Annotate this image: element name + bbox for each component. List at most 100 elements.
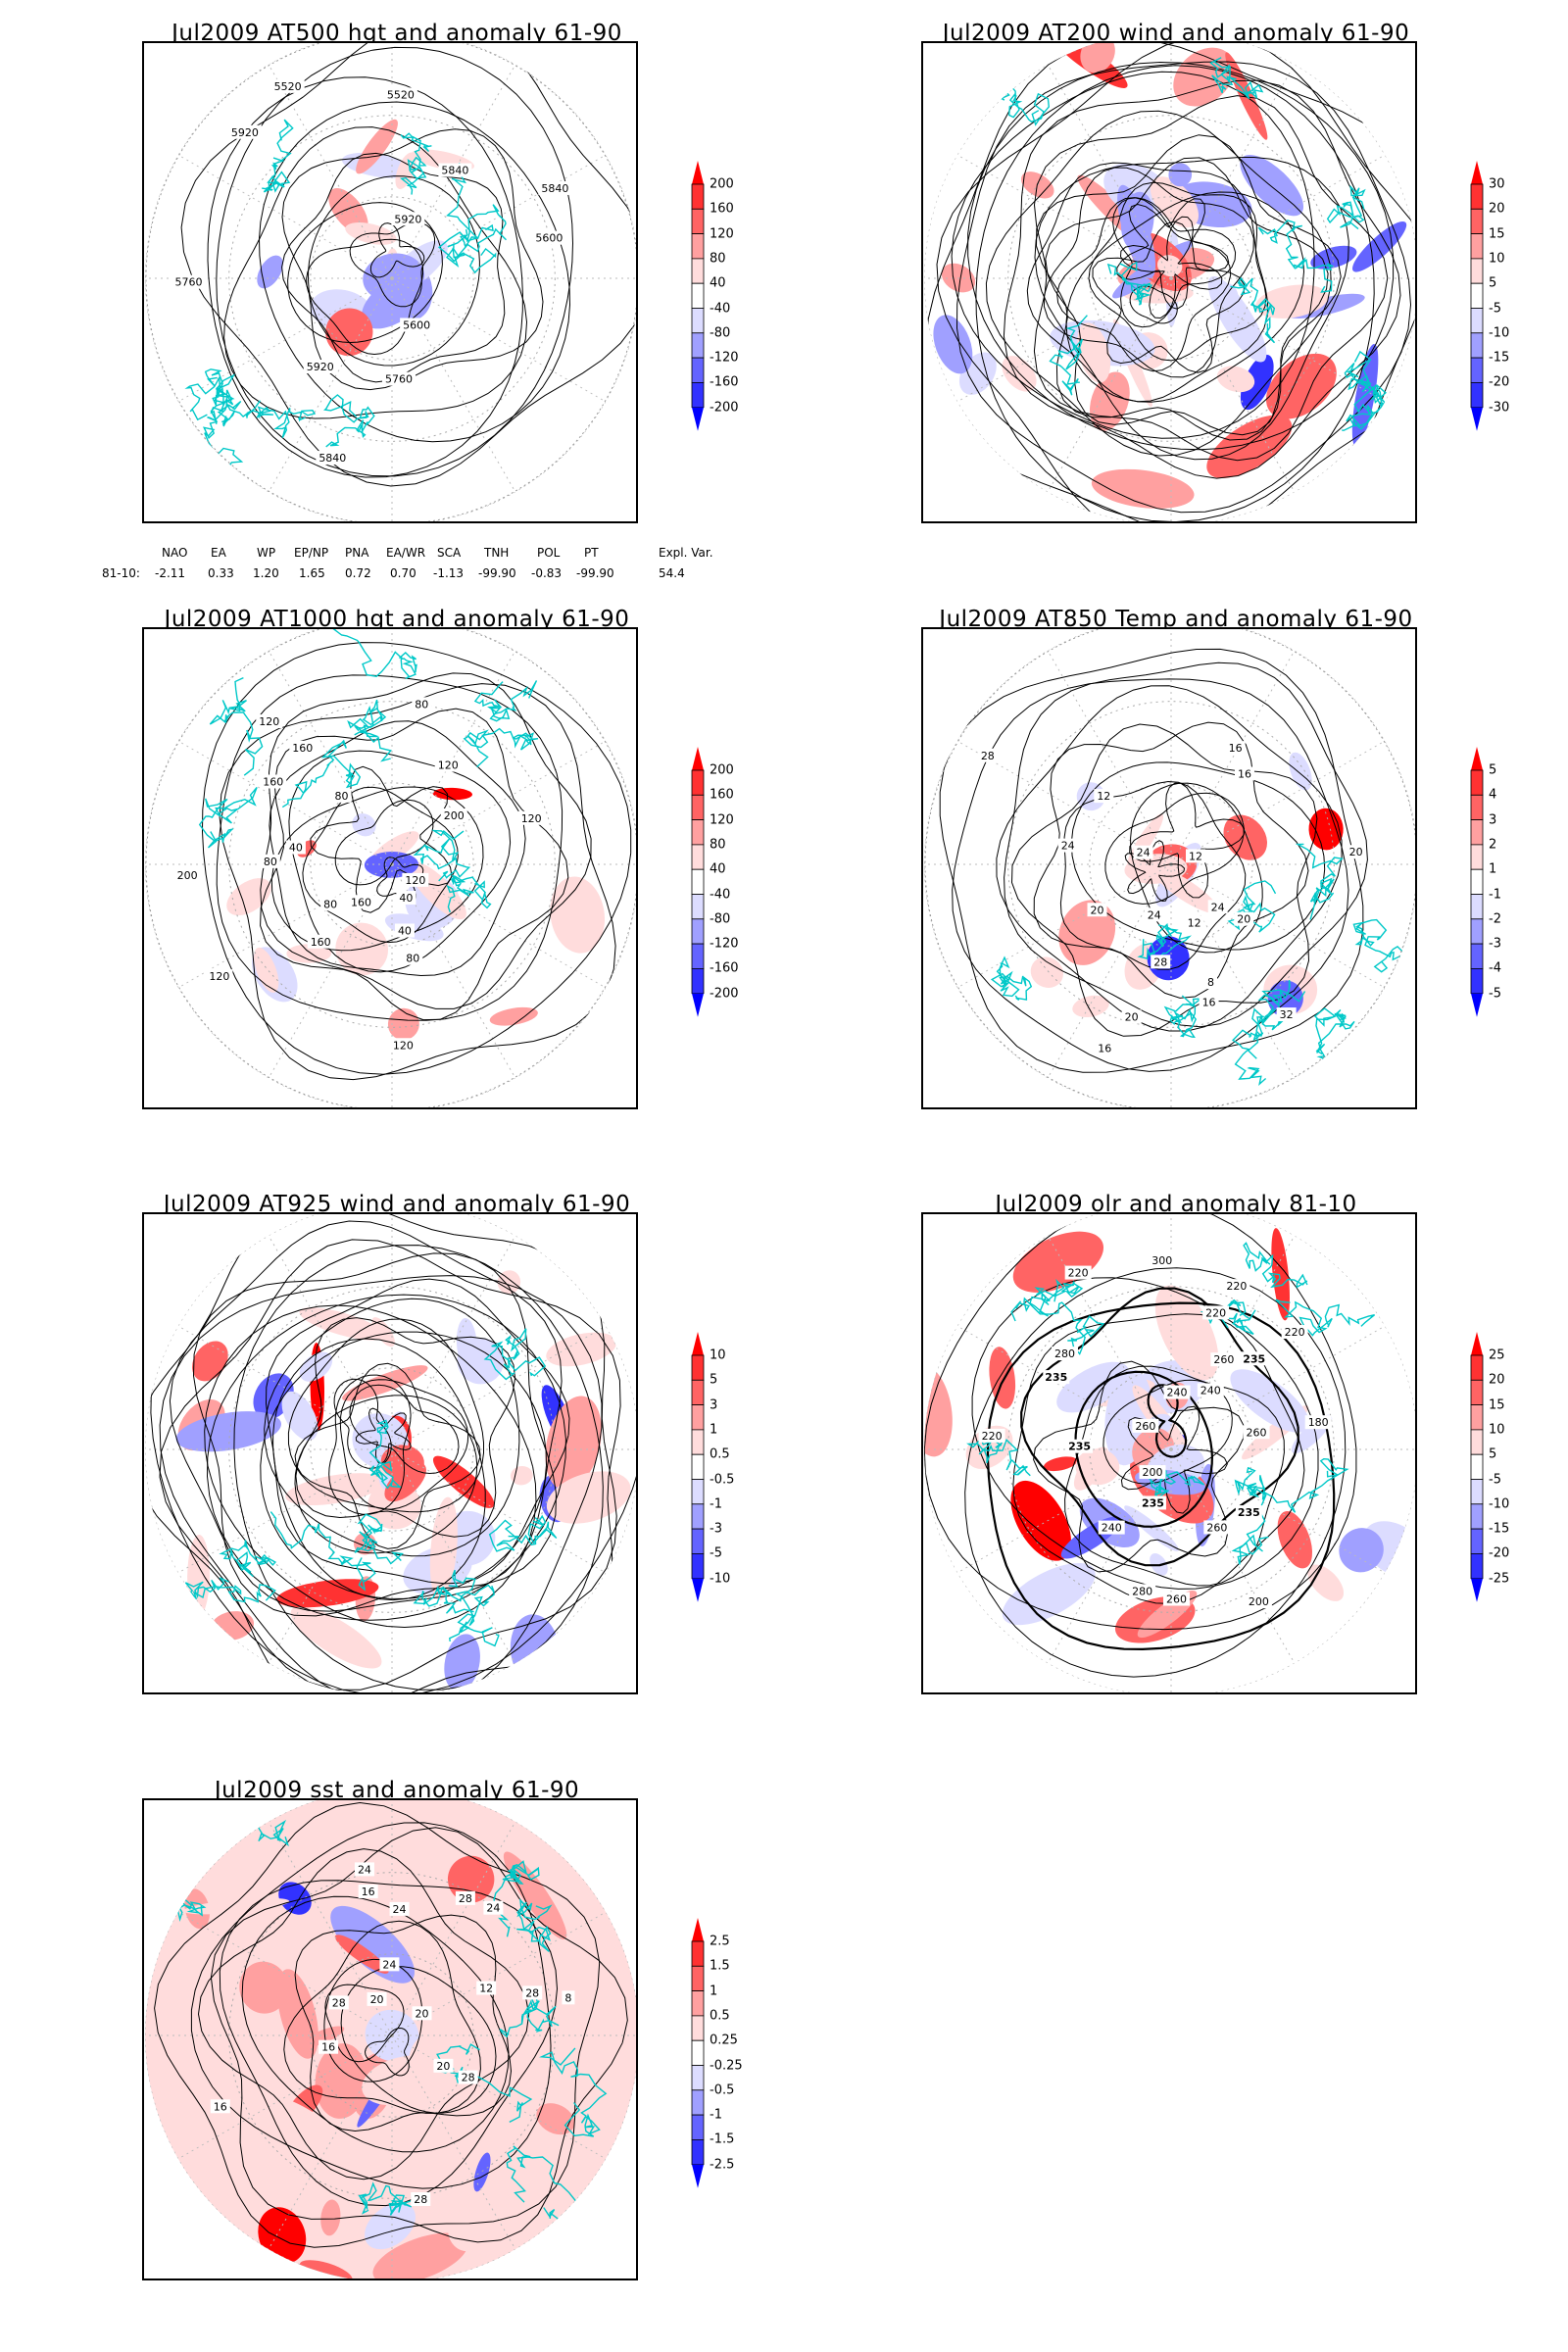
coastline bbox=[1246, 1457, 1349, 1513]
colorbar-tick-label: 0.5 bbox=[710, 2008, 730, 2024]
contour-label: 20 bbox=[416, 2007, 429, 2020]
contour-line bbox=[364, 2027, 410, 2077]
colorbar-tick-label: 25 bbox=[1489, 1348, 1505, 1363]
colorbar-swatch bbox=[691, 2015, 705, 2041]
colorbar-tick-label: -25 bbox=[1489, 1571, 1510, 1587]
positive-anomaly-region bbox=[1091, 468, 1195, 509]
colorbar-tick-label: -5 bbox=[1489, 301, 1501, 316]
coastline bbox=[1200, 1298, 1256, 1336]
positive-anomaly-region bbox=[182, 1897, 290, 1915]
contour-label: 260 bbox=[1213, 1353, 1234, 1366]
contour-line bbox=[1124, 840, 1186, 903]
contour-label: 16 bbox=[321, 2041, 335, 2054]
colorbar-tick-label: -80 bbox=[710, 325, 731, 341]
index-header: Expl. Var. bbox=[659, 546, 713, 560]
colorbar-swatch bbox=[691, 844, 705, 870]
coastline bbox=[1243, 1242, 1308, 1289]
contour-label: 12 bbox=[1097, 790, 1110, 803]
contour-label: 20 bbox=[1237, 913, 1250, 926]
contour-label: 120 bbox=[209, 970, 229, 983]
index-value: -99.90 bbox=[576, 566, 614, 580]
streamline bbox=[1065, 191, 1305, 403]
positive-anomaly-region bbox=[399, 2064, 471, 2153]
streamline bbox=[206, 1294, 566, 1621]
contour-line bbox=[952, 678, 1349, 1072]
colorbar-swatch bbox=[691, 2089, 705, 2116]
negative-anomaly-region bbox=[281, 1391, 318, 1441]
colorbar-swatch bbox=[691, 381, 705, 409]
coastline bbox=[332, 629, 417, 679]
streamline bbox=[294, 1395, 478, 1554]
positive-anomaly-region bbox=[334, 1935, 389, 1974]
coastline bbox=[1231, 1466, 1269, 1565]
contour-line bbox=[241, 1895, 510, 2153]
streamline bbox=[1092, 220, 1245, 373]
contour-line bbox=[1033, 1360, 1245, 1573]
colorbar-swatch bbox=[1470, 208, 1484, 234]
contour-label: 32 bbox=[1280, 1008, 1294, 1021]
coastline bbox=[358, 2181, 413, 2216]
colorbar-swatch bbox=[691, 208, 705, 234]
positive-anomaly-region bbox=[924, 1365, 953, 1457]
index-value: -2.11 bbox=[155, 566, 186, 580]
negative-anomaly-region bbox=[510, 1614, 560, 1686]
contour-label: 20 bbox=[1091, 904, 1104, 916]
colorbar-tick-label: -80 bbox=[710, 911, 731, 927]
colorbar-tick-label: -10 bbox=[1489, 325, 1510, 341]
contour-line bbox=[1033, 721, 1309, 999]
negative-anomaly-region bbox=[175, 1411, 281, 1452]
positive-anomaly-region bbox=[1030, 956, 1064, 988]
contour-line bbox=[269, 720, 526, 977]
colorbar-tick-label: 80 bbox=[710, 251, 726, 267]
contour-label: 200 bbox=[1249, 1595, 1269, 1608]
positive-anomaly-region bbox=[196, 1922, 251, 1974]
colorbar-swatch bbox=[691, 2114, 705, 2140]
contour-line bbox=[939, 648, 1364, 1073]
coastline bbox=[966, 1438, 1031, 1477]
colorbar-tick-label: -3 bbox=[1489, 936, 1501, 952]
contour-label: 80 bbox=[335, 790, 349, 803]
contour-label: 240 bbox=[1167, 1387, 1188, 1399]
index-value: -0.83 bbox=[531, 566, 563, 580]
colorbar-tick-label: 1 bbox=[1489, 861, 1497, 877]
streamline bbox=[1056, 197, 1232, 372]
coastline bbox=[347, 699, 392, 762]
colorbar-swatch bbox=[691, 183, 705, 210]
positive-anomaly-region bbox=[286, 944, 332, 963]
positive-anomaly-region bbox=[192, 1341, 228, 1382]
contour-label: 28 bbox=[525, 1986, 539, 1999]
colorbar-tick-label: -4 bbox=[1489, 960, 1501, 976]
contour-line bbox=[310, 765, 453, 913]
negative-anomaly-region bbox=[1339, 1528, 1384, 1573]
colorbar-swatch bbox=[691, 1479, 705, 1505]
contour-label: 16 bbox=[362, 1886, 375, 1898]
coastline bbox=[1230, 276, 1276, 344]
contour-line bbox=[258, 101, 571, 443]
streamline bbox=[1129, 285, 1178, 324]
colorbar-tick-label: 120 bbox=[710, 226, 734, 242]
index-value: 0.72 bbox=[345, 566, 371, 580]
contour-label: 235 bbox=[1238, 1506, 1260, 1519]
colorbar-swatch bbox=[1470, 967, 1484, 995]
positive-anomaly-region bbox=[372, 2232, 468, 2278]
polar-map: 5840 5760 5520 5920 5920 5520 5600 5840 5600 5760… bbox=[142, 41, 638, 523]
colorbar-tick-label: 80 bbox=[710, 837, 726, 853]
contour-line bbox=[1104, 792, 1245, 905]
positive-anomaly-region bbox=[1020, 172, 1054, 199]
contour-label: 80 bbox=[264, 856, 277, 868]
coastline bbox=[463, 727, 539, 768]
contour-label: 235 bbox=[1243, 1352, 1265, 1365]
contour-line bbox=[1004, 662, 1368, 1028]
contour-label: 16 bbox=[1098, 1043, 1111, 1055]
coastline bbox=[1313, 1007, 1355, 1061]
positive-anomaly-region bbox=[387, 1007, 419, 1041]
colorbar-swatch bbox=[1470, 1429, 1484, 1455]
streamline bbox=[349, 1384, 460, 1475]
colorbar-tick-label: -5 bbox=[710, 1545, 722, 1561]
negative-anomaly-region bbox=[1002, 1562, 1096, 1626]
contour-label: 240 bbox=[1200, 1384, 1221, 1396]
colorbar-swatch bbox=[1470, 1453, 1484, 1480]
colorbar-swatch bbox=[691, 1453, 705, 1480]
contour-label: 235 bbox=[1045, 1371, 1067, 1384]
contour-line bbox=[1102, 1379, 1233, 1485]
